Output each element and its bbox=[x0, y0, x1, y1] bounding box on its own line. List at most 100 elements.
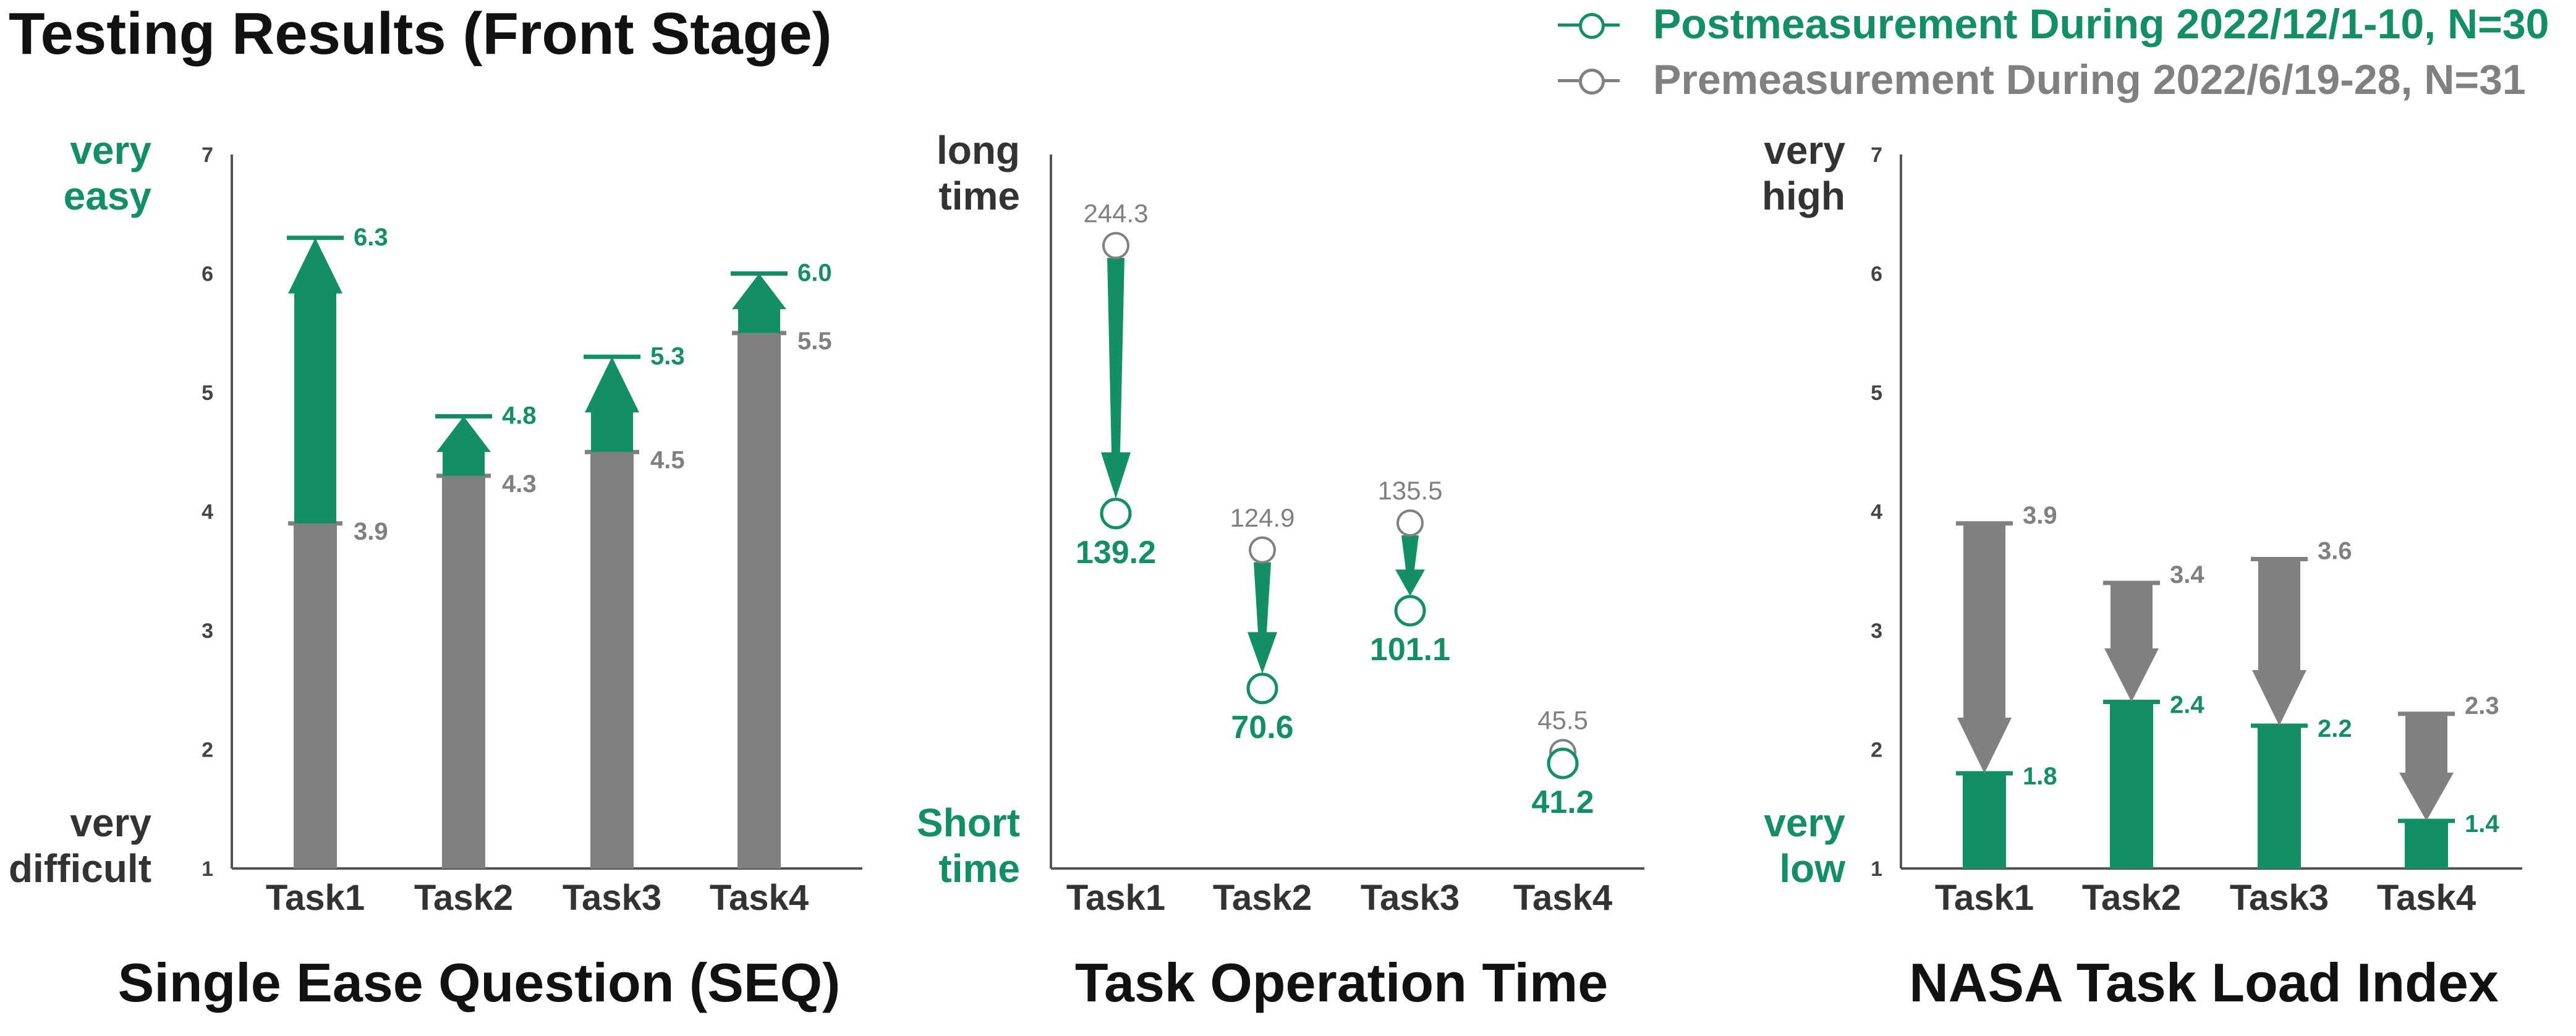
data-label-post: 139.2 bbox=[1076, 535, 1156, 571]
x-category-label: Task1 bbox=[266, 878, 365, 918]
x-category-label: Task3 bbox=[1361, 878, 1460, 918]
chart-title: Single Ease Question (SEQ) bbox=[118, 952, 841, 1013]
pre-arrow bbox=[2399, 713, 2454, 821]
data-label-post: 2.4 bbox=[2170, 692, 2204, 719]
y-bottom-label: low bbox=[1779, 846, 1845, 891]
y-tick-label: 4 bbox=[202, 501, 213, 524]
pre-marker bbox=[1396, 509, 1424, 537]
post-bar bbox=[2110, 702, 2153, 868]
data-label-pre: 5.5 bbox=[797, 328, 832, 355]
data-label-post: 41.2 bbox=[1531, 784, 1594, 820]
data-label-post: 101.1 bbox=[1370, 632, 1450, 668]
y-bottom-label: Short bbox=[917, 800, 1020, 845]
data-label-post: 4.8 bbox=[502, 402, 537, 430]
post-bar bbox=[2258, 726, 2301, 868]
data-label-pre: 3.9 bbox=[2023, 502, 2057, 529]
data-label-pre: 3.6 bbox=[2318, 538, 2352, 565]
y-bottom-label: very bbox=[70, 800, 151, 845]
y-tick-label: 6 bbox=[1871, 263, 1882, 286]
y-tick-label: 5 bbox=[202, 381, 213, 405]
x-category-label: Task1 bbox=[1066, 878, 1165, 918]
post-bar bbox=[1963, 773, 2006, 868]
y-top-label: long bbox=[937, 128, 1020, 172]
y-bottom-label: time bbox=[938, 846, 1020, 891]
pre-bar bbox=[738, 333, 781, 868]
x-category-label: Task4 bbox=[710, 878, 809, 918]
post-arrow bbox=[288, 237, 342, 524]
data-label-post: 6.3 bbox=[354, 224, 388, 251]
x-category-label: Task2 bbox=[1213, 878, 1312, 918]
x-category-label: Task4 bbox=[2377, 878, 2476, 918]
data-label-pre: 244.3 bbox=[1083, 198, 1148, 227]
data-label-post: 6.0 bbox=[797, 260, 832, 287]
pre-marker bbox=[1249, 536, 1276, 564]
data-label-pre: 2.3 bbox=[2465, 692, 2499, 720]
y-tick-label: 3 bbox=[202, 619, 213, 643]
open-circle-icon bbox=[1579, 69, 1605, 95]
data-label-pre: 135.5 bbox=[1377, 476, 1442, 505]
page-title: Testing Results (Front Stage) bbox=[9, 1, 832, 67]
y-top-label: very bbox=[1764, 128, 1845, 172]
y-top-label: easy bbox=[64, 174, 152, 218]
y-tick-label: 2 bbox=[202, 739, 213, 762]
post-marker bbox=[1100, 498, 1132, 530]
y-tick-label: 1 bbox=[1871, 857, 1882, 881]
data-label-pre: 45.5 bbox=[1537, 705, 1588, 734]
x-category-label: Task2 bbox=[414, 878, 513, 918]
y-top-label: time bbox=[938, 174, 1020, 218]
pre-bar bbox=[590, 452, 634, 868]
pre-arrow bbox=[2104, 583, 2159, 702]
change-arrow bbox=[1101, 258, 1131, 499]
x-category-label: Task3 bbox=[2230, 878, 2329, 918]
data-label-post: 70.6 bbox=[1231, 710, 1293, 745]
y-bottom-label: very bbox=[1764, 800, 1845, 845]
chart-title: NASA Task Load Index bbox=[1909, 952, 2499, 1013]
y-tick-label: 5 bbox=[1871, 381, 1882, 405]
y-tick-label: 7 bbox=[202, 143, 213, 167]
y-tick-label: 3 bbox=[1871, 619, 1882, 643]
post-marker bbox=[1547, 747, 1579, 779]
y-bottom-label: difficult bbox=[9, 846, 151, 891]
data-label-post: 1.8 bbox=[2023, 763, 2057, 790]
y-tick-label: 6 bbox=[202, 263, 213, 286]
change-arrow bbox=[1395, 535, 1425, 596]
post-arrow bbox=[436, 416, 491, 476]
y-tick-label: 1 bbox=[202, 857, 213, 881]
data-label-post: 2.2 bbox=[2318, 715, 2352, 742]
x-category-label: Task2 bbox=[2082, 878, 2181, 918]
data-label-post: 1.4 bbox=[2465, 810, 2499, 838]
chart-title: Task Operation Time bbox=[1075, 952, 1608, 1013]
y-top-label: very bbox=[70, 128, 151, 172]
post-marker bbox=[1246, 673, 1278, 705]
pre-arrow bbox=[2252, 559, 2306, 726]
post-arrow bbox=[585, 357, 639, 452]
legend-label-post: Postmeasurement During 2022/12/1-10, N=3… bbox=[1653, 1, 2549, 48]
y-top-label: high bbox=[1762, 174, 1845, 218]
y-tick-label: 2 bbox=[1871, 739, 1882, 762]
x-category-label: Task3 bbox=[563, 878, 661, 918]
data-label-pre: 3.9 bbox=[354, 518, 388, 545]
x-category-label: Task4 bbox=[1513, 878, 1612, 918]
post-marker bbox=[1394, 595, 1426, 627]
x-category-label: Task1 bbox=[1935, 878, 2034, 918]
pre-arrow bbox=[1957, 523, 2012, 773]
post-bar bbox=[2405, 821, 2448, 868]
data-label-pre: 4.3 bbox=[502, 470, 537, 498]
y-tick-label: 4 bbox=[1871, 501, 1882, 524]
data-label-post: 5.3 bbox=[650, 342, 685, 370]
data-label-pre: 3.4 bbox=[2170, 561, 2204, 588]
change-arrow bbox=[1248, 562, 1277, 674]
data-label-pre: 124.9 bbox=[1230, 503, 1294, 532]
data-label-pre: 4.5 bbox=[650, 446, 685, 473]
legend-label-pre: Premeasurement During 2022/6/19-28, N=31 bbox=[1653, 56, 2526, 103]
y-tick-label: 7 bbox=[1871, 143, 1882, 167]
pre-bar bbox=[442, 475, 485, 868]
open-circle-icon bbox=[1579, 13, 1605, 39]
pre-marker bbox=[1102, 232, 1129, 260]
pre-bar bbox=[294, 523, 337, 868]
post-arrow bbox=[732, 273, 786, 333]
